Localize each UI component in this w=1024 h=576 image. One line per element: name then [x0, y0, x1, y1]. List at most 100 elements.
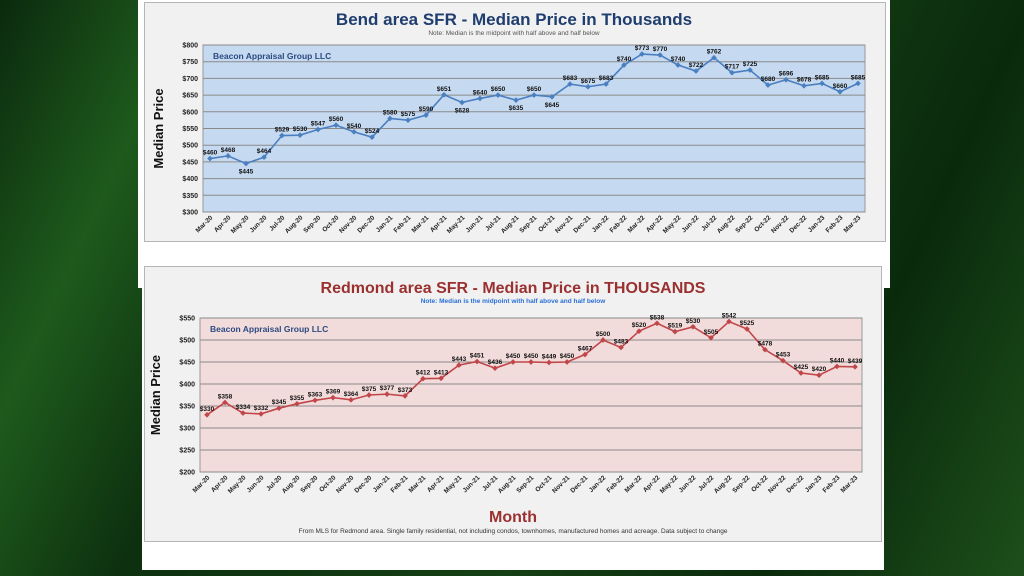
- data-label: $650: [491, 86, 506, 93]
- y-tick-label: $200: [179, 470, 195, 477]
- data-label: $740: [671, 56, 686, 63]
- data-point: [438, 375, 444, 382]
- data-label: $717: [725, 64, 740, 71]
- y-axis-label: Median Price: [148, 355, 163, 435]
- data-label: $685: [815, 74, 830, 81]
- data-label: $651: [437, 86, 452, 93]
- data-point: [654, 320, 660, 327]
- data-label: $762: [707, 49, 722, 56]
- data-point: [639, 51, 645, 57]
- data-label: $478: [758, 341, 773, 348]
- data-point: [420, 375, 426, 382]
- x-tick-label: Sep-22: [731, 474, 751, 494]
- y-tick-label: $550: [179, 316, 195, 323]
- data-label: $770: [653, 46, 668, 53]
- redmond-chart: $200 $250 $300 $350 $400 $450 $500 $550 Beacon A…: [148, 313, 863, 495]
- x-tick-label: Jun-22: [678, 474, 698, 494]
- data-label: $519: [668, 323, 683, 330]
- data-label: $740: [617, 56, 632, 63]
- data-label: $505: [704, 329, 719, 336]
- data-point: [204, 411, 210, 418]
- x-tick-label: Jun-21: [465, 214, 485, 234]
- data-label: $675: [581, 78, 596, 85]
- data-point: [456, 362, 462, 368]
- data-label: $363: [308, 391, 323, 398]
- data-point: [387, 115, 393, 122]
- data-point: [240, 410, 246, 416]
- x-tick-label: Sep-21: [515, 474, 535, 494]
- data-label: $660: [833, 83, 848, 90]
- data-point: [711, 54, 717, 61]
- data-label: $450: [524, 353, 539, 360]
- data-label: $530: [686, 318, 701, 325]
- data-point: [747, 67, 753, 73]
- data-point: [726, 318, 732, 325]
- x-tick-label: Jun-20: [246, 474, 266, 494]
- data-point: [330, 394, 336, 401]
- y-tick-label: $250: [179, 448, 195, 455]
- x-tick-label: Nov-21: [551, 474, 572, 495]
- y-tick-label: $450: [182, 159, 198, 166]
- data-point: [528, 359, 534, 365]
- data-point: [621, 62, 627, 68]
- x-tick-label: Dec-22: [785, 474, 805, 494]
- x-tick-label: May-22: [659, 474, 680, 495]
- data-label: $530: [293, 126, 308, 133]
- x-tick-label: Mar-22: [624, 474, 644, 494]
- data-label: $696: [779, 71, 794, 78]
- data-label: $538: [650, 314, 665, 321]
- data-point: [351, 129, 357, 135]
- data-point: [675, 62, 681, 68]
- data-point: [585, 83, 591, 90]
- x-tick-label: Feb-22: [609, 214, 629, 234]
- x-tick-label: Aug-20: [284, 214, 305, 235]
- data-point: [783, 76, 789, 83]
- x-tick-label: Mar-23: [843, 214, 863, 234]
- x-tick-label: Nov-20: [338, 214, 359, 235]
- data-label: $420: [812, 366, 827, 373]
- data-point: [384, 391, 390, 397]
- x-tick-label: Dec-21: [569, 474, 589, 494]
- x-tick-label: Aug-21: [500, 214, 521, 235]
- data-label: $483: [614, 338, 629, 345]
- data-label: $467: [578, 346, 593, 353]
- x-tick-label: May-20: [230, 214, 251, 235]
- data-label: $450: [560, 353, 575, 360]
- x-tick-label: Nov-20: [335, 474, 356, 495]
- x-tick-label: Sep-20: [302, 214, 322, 234]
- data-label: $500: [596, 331, 611, 338]
- data-point: [744, 326, 750, 332]
- x-tick-label: Jan-22: [588, 474, 608, 494]
- x-tick-label: May-21: [446, 214, 467, 235]
- data-label: $332: [254, 405, 269, 412]
- data-point: [657, 52, 663, 58]
- data-label: $436: [488, 359, 503, 366]
- data-label: $364: [344, 391, 359, 398]
- data-label: $560: [329, 116, 344, 123]
- data-label: $358: [218, 393, 233, 400]
- data-point: [441, 91, 447, 98]
- x-tick-label: Feb-22: [606, 474, 626, 494]
- data-point: [582, 351, 588, 358]
- data-label: $443: [452, 356, 467, 363]
- y-axis-label: Median Price: [151, 88, 166, 168]
- data-point: [816, 372, 822, 379]
- x-tick-label: Jan-23: [804, 474, 824, 494]
- x-tick-label: Mar-20: [192, 474, 212, 494]
- data-point: [294, 400, 300, 407]
- data-label: $468: [221, 147, 236, 154]
- x-tick-label: Feb-21: [390, 474, 410, 494]
- bend-chart-title: Bend area SFR - Median Price in Thousand…: [335, 10, 693, 29]
- x-tick-label: Feb-21: [393, 214, 413, 234]
- data-point: [603, 81, 609, 87]
- data-label: $645: [545, 102, 560, 109]
- x-tick-label: Jun-20: [249, 214, 269, 234]
- data-label: $722: [689, 62, 704, 69]
- data-point: [819, 80, 825, 87]
- redmond-chart-subtitle: Note: Median is the midpoint with half a…: [420, 298, 606, 305]
- data-point: [618, 344, 624, 351]
- data-point: [495, 92, 501, 98]
- data-point: [546, 359, 552, 366]
- x-tick-label: Feb-23: [822, 474, 842, 494]
- bend-chart-panel: $300 $350 $400 $450 $500 $550 $600 $650 $700 $750…: [138, 0, 890, 288]
